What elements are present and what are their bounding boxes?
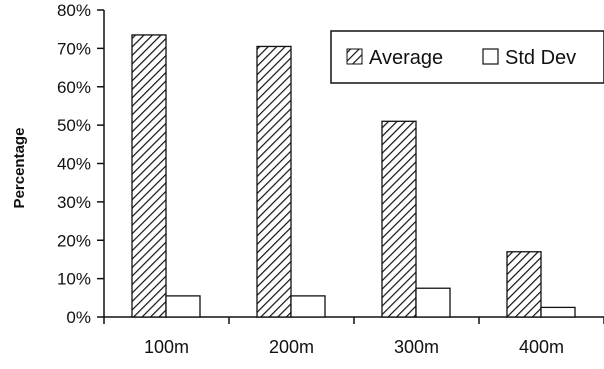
y-axis-ticks: 0% 10% 20% 30% 40% 50% 60% 70% 80%: [57, 1, 104, 327]
y-tick-label: 80%: [57, 1, 91, 20]
bar-std-dev-200m: [290, 295, 326, 318]
x-axis-ticks: 100m 200m 300m 400m: [103, 317, 604, 357]
y-tick-label: 70%: [57, 39, 91, 58]
y-tick-label: 20%: [57, 231, 91, 250]
legend-box: [330, 30, 604, 84]
bar-std-dev-400m: [540, 306, 576, 318]
y-tick-label: 10%: [57, 270, 91, 289]
x-tick-label: 400m: [519, 337, 564, 357]
x-tick-label: 200m: [269, 337, 314, 357]
bar-average-400m: [506, 251, 542, 318]
legend-label-std-dev: Std Dev: [505, 47, 576, 69]
y-tick-label: 60%: [57, 78, 91, 97]
y-axis-label: Percentage: [11, 128, 28, 209]
bar-average-200m: [256, 45, 292, 318]
legend: Average Std Dev: [330, 30, 604, 84]
bar-std-dev-300m: [415, 287, 451, 318]
y-tick-label: 0%: [66, 308, 91, 327]
x-tick-label: 300m: [394, 337, 439, 357]
bar-average-300m: [381, 120, 417, 318]
x-tick-label: 100m: [144, 337, 189, 357]
y-tick-label: 40%: [57, 155, 91, 174]
legend-label-average: Average: [369, 47, 443, 69]
legend-swatch-average: [346, 48, 363, 65]
legend-swatch-std-dev: [482, 48, 499, 65]
bar-average-100m: [131, 34, 167, 318]
bar-std-dev-100m: [165, 295, 201, 318]
y-tick-label: 50%: [57, 116, 91, 135]
bars: [131, 34, 576, 318]
y-tick-label: 30%: [57, 193, 91, 212]
